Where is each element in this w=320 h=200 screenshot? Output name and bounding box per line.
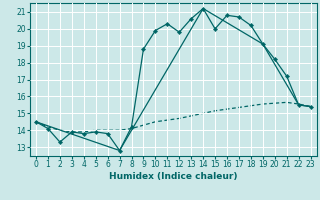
X-axis label: Humidex (Indice chaleur): Humidex (Indice chaleur) bbox=[109, 172, 237, 181]
